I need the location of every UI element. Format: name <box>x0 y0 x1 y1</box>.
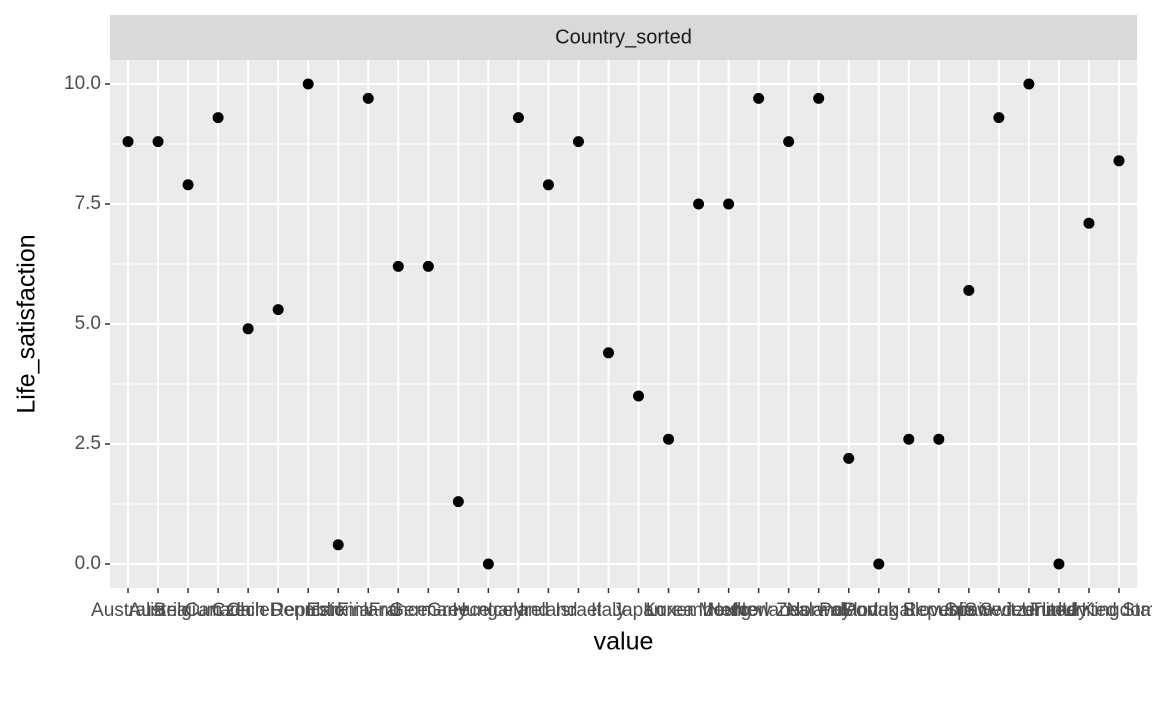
point <box>542 179 554 191</box>
x-tick-label: Poland <box>819 600 878 621</box>
point <box>723 198 735 210</box>
point <box>963 284 975 296</box>
point <box>332 539 344 551</box>
point <box>873 558 885 570</box>
y-tick-label: 0.0 <box>75 553 101 574</box>
point <box>1023 78 1035 90</box>
x-tick-label: Spain <box>945 600 994 621</box>
point <box>122 136 134 148</box>
point <box>362 92 374 104</box>
x-tick-label: Sweden <box>965 600 1034 621</box>
x-tick-label: Japan <box>613 600 665 621</box>
point <box>422 260 434 272</box>
x-tick-label: Hungary <box>452 600 524 621</box>
x-tick-label: Germany <box>389 600 468 621</box>
point <box>242 323 254 335</box>
point <box>903 433 915 445</box>
point <box>1083 217 1095 229</box>
point <box>452 496 464 508</box>
x-tick-label: Slovenia <box>902 600 975 621</box>
x-tick-label: Denmark <box>270 600 348 621</box>
x-tick-label: Israel <box>555 600 601 621</box>
point <box>602 347 614 359</box>
y-tick-label: 7.5 <box>75 193 101 214</box>
point <box>993 112 1005 124</box>
point <box>392 260 404 272</box>
x-tick-label: Italy <box>591 600 626 621</box>
x-tick-label: Ireland <box>519 600 577 621</box>
point <box>182 179 194 191</box>
point <box>482 558 494 570</box>
x-tick-label: Chile <box>226 600 269 621</box>
point <box>272 304 284 316</box>
x-tick-label: Turkey <box>1030 600 1088 621</box>
x-tick-label: Korea <box>643 600 694 621</box>
x-axis-title: value <box>594 628 654 656</box>
point <box>302 78 314 90</box>
y-tick-label: 5.0 <box>75 313 101 334</box>
point <box>633 390 645 402</box>
x-tick-label: Switzerland <box>980 600 1078 621</box>
x-tick-label: Portugal <box>843 600 914 621</box>
y-tick-label: 2.5 <box>75 433 101 454</box>
x-tick-label: Luxembourg <box>646 600 752 621</box>
x-tick-label: Czech Republic <box>212 600 345 621</box>
y-tick-label: 10.0 <box>64 73 101 94</box>
x-tick-label: New Zealand <box>733 600 845 621</box>
x-tick-label: United Kingdom <box>1021 600 1152 621</box>
x-tick-label: France <box>369 600 428 621</box>
x-tick-label: Estonia <box>307 600 371 621</box>
strip <box>110 15 1137 60</box>
point <box>813 92 825 104</box>
point <box>572 136 584 148</box>
point <box>212 112 224 124</box>
x-tick-label: Mexico <box>699 600 759 621</box>
x-tick-label: Netherlands <box>707 600 809 621</box>
point <box>693 198 705 210</box>
point <box>933 433 945 445</box>
point <box>1053 558 1065 570</box>
x-tick-label: Slovak Republic <box>841 600 977 621</box>
x-tick-label: Belgium <box>154 600 223 621</box>
x-tick-label: Finland <box>337 600 399 621</box>
point <box>753 92 765 104</box>
point <box>783 136 795 148</box>
x-tick-label: Norway <box>786 600 851 621</box>
x-tick-label: Australia <box>91 600 165 621</box>
point <box>1113 155 1125 167</box>
point <box>663 433 675 445</box>
x-tick-label: United States <box>1062 600 1152 621</box>
point <box>843 452 855 464</box>
y-axis-title: Life_satisfaction <box>13 234 41 413</box>
x-tick-label: Greece <box>427 600 489 621</box>
x-tick-label: Iceland <box>488 600 549 621</box>
x-tick-label: Canada <box>185 600 252 621</box>
point <box>512 112 524 124</box>
x-tick-label: Austria <box>128 600 188 621</box>
point <box>152 136 164 148</box>
strip-title: Country_sorted <box>555 26 692 48</box>
